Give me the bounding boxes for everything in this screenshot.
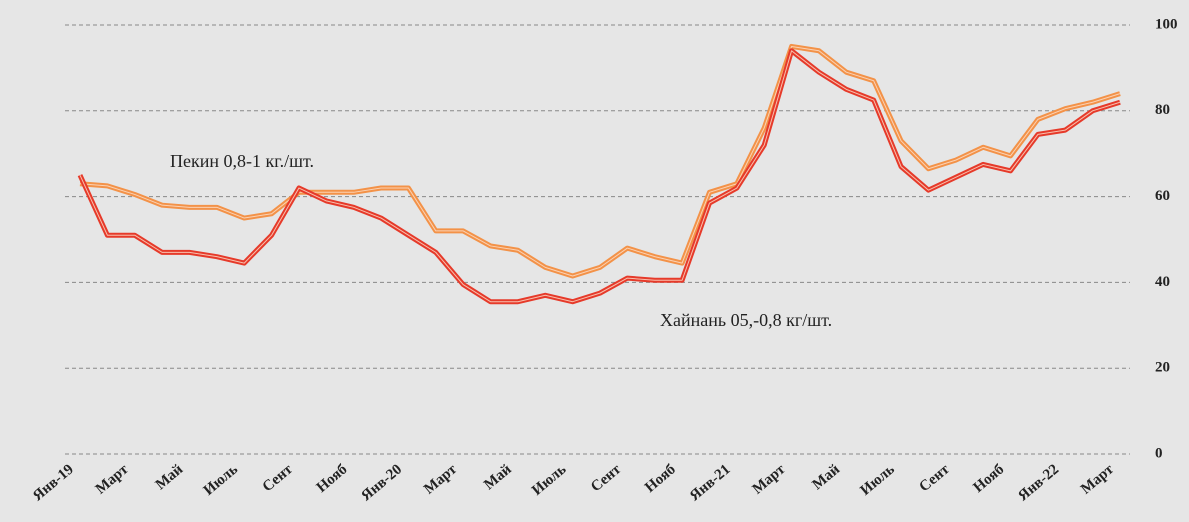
series-line-highlight: [79, 50, 1121, 303]
y-tick-label: 80: [1155, 102, 1170, 118]
x-tick-label: Сент: [588, 461, 625, 495]
x-tick-label: Нояб: [971, 461, 1008, 495]
x-tick-label: Март: [1078, 461, 1117, 498]
x-tick-label: Май: [153, 461, 187, 493]
series-line: [77, 48, 1121, 305]
y-tick-label: 60: [1155, 188, 1170, 204]
x-tick-label: Нояб: [314, 461, 351, 495]
series-label: Пекин 0,8-1 кг./шт.: [170, 151, 314, 171]
x-tick-label: Янв-20: [358, 461, 405, 504]
y-tick-label: 100: [1155, 16, 1178, 32]
y-tick-label: 0: [1155, 445, 1163, 461]
x-tick-label: Нояб: [642, 461, 679, 495]
series-line-highlight: [79, 45, 1121, 277]
x-tick-label: Март: [421, 461, 460, 498]
x-tick-label: Сент: [916, 461, 953, 495]
x-tick-label: Май: [481, 461, 515, 493]
x-tick-label: Янв-21: [687, 461, 734, 504]
series-label: Хайнань 05,-0,8 кг/шт.: [660, 310, 832, 330]
x-tick-label: Янв-22: [1015, 461, 1062, 504]
x-tick-label: Март: [93, 461, 132, 498]
x-tick-label: Янв-19: [30, 461, 77, 504]
y-tick-label: 20: [1155, 360, 1170, 376]
x-tick-label: Сент: [260, 461, 297, 495]
x-tick-label: Май: [810, 461, 844, 493]
x-tick-label: Июль: [529, 461, 569, 498]
x-tick-label: Март: [750, 461, 789, 498]
x-tick-label: Июль: [858, 461, 898, 498]
y-tick-label: 40: [1155, 274, 1170, 290]
x-tick-label: Июль: [201, 461, 241, 498]
